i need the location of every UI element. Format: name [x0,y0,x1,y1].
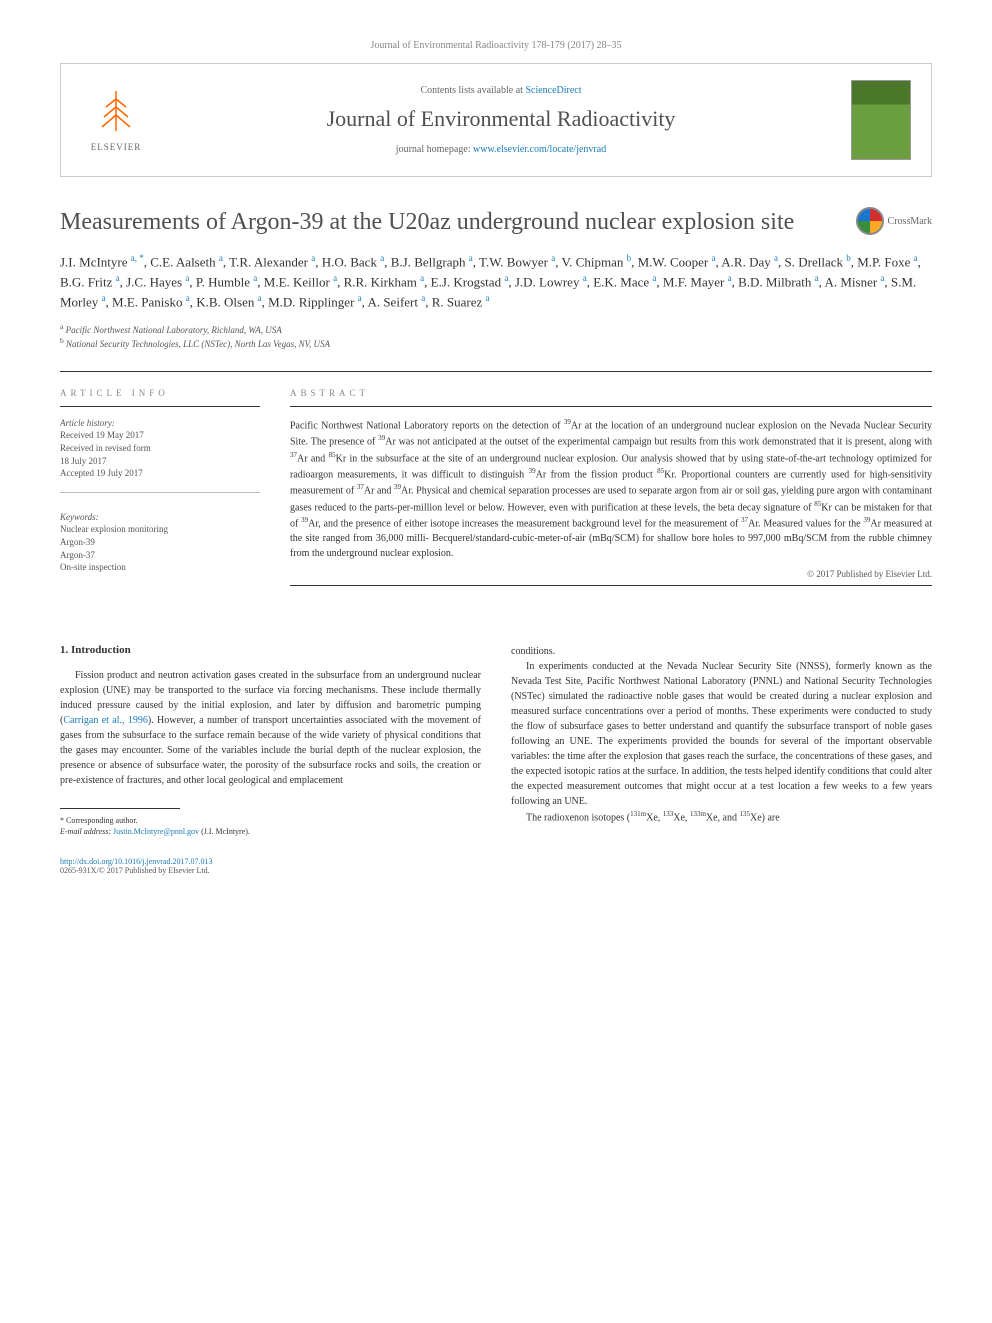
body-columns: 1. Introduction Fission product and neut… [60,644,932,837]
corr-author-line: * Corresponding author. [60,815,481,826]
running-header: Journal of Environmental Radioactivity 1… [60,40,932,51]
body-right-column: conditions. In experiments conducted at … [511,644,932,837]
abstract-label: ABSTRACT [290,388,932,398]
history-label: Article history: [60,418,115,428]
info-abstract-row: ARTICLE INFO Article history: Received 1… [60,388,932,604]
homepage-link[interactable]: www.elsevier.com/locate/jenvrad [473,144,606,155]
affiliations: a Pacific Northwest National Laboratory,… [60,322,932,351]
journal-title: Journal of Environmental Radioactivity [151,106,851,132]
divider [60,406,260,407]
article-info-column: ARTICLE INFO Article history: Received 1… [60,388,260,604]
journal-header-center: Contents lists available at ScienceDirec… [151,85,851,155]
divider [290,406,932,407]
body-left-column: 1. Introduction Fission product and neut… [60,644,481,837]
journal-header-box: ELSEVIER Contents lists available at Sci… [60,63,932,177]
keyword: Argon-37 [60,549,260,562]
abstract-column: ABSTRACT Pacific Northwest National Labo… [290,388,932,604]
keyword: On-site inspection [60,561,260,574]
article-info-label: ARTICLE INFO [60,388,260,398]
elsevier-tree-icon [96,89,136,142]
title-row: Measurements of Argon-39 at the U20az un… [60,207,932,238]
elsevier-logo: ELSEVIER [81,80,151,160]
divider [290,585,932,586]
abstract-text: Pacific Northwest National Laboratory re… [290,417,932,561]
crossmark-badge[interactable]: CrossMark [856,207,932,235]
body-paragraph: Fission product and neutron activation g… [60,668,481,788]
email-line: E-mail address: Justin.McIntyre@pnnl.gov… [60,826,481,837]
email-link[interactable]: Justin.McIntyre@pnnl.gov [113,827,199,836]
doi-link[interactable]: http://dx.doi.org/10.1016/j.jenvrad.2017… [60,857,213,866]
article-history: Article history: Received 19 May 2017 Re… [60,417,260,493]
article-title: Measurements of Argon-39 at the U20az un… [60,207,856,238]
section-1-heading: 1. Introduction [60,644,481,656]
abstract-copyright: © 2017 Published by Elsevier Ltd. [290,569,932,579]
revised-date: 18 July 2017 [60,455,260,468]
sciencedirect-link[interactable]: ScienceDirect [525,85,581,96]
crossmark-label: CrossMark [888,216,932,227]
affiliation-a: a Pacific Northwest National Laboratory,… [60,322,932,337]
contents-lists-text: Contents lists available at [420,85,525,96]
homepage-line: journal homepage: www.elsevier.com/locat… [151,144,851,155]
accepted-line: Accepted 19 July 2017 [60,467,260,480]
revised-line: Received in revised form [60,442,260,455]
page-footer: http://dx.doi.org/10.1016/j.jenvrad.2017… [60,857,932,875]
contents-lists-line: Contents lists available at ScienceDirec… [151,85,851,96]
keywords-block: Keywords: Nuclear explosion monitoring A… [60,511,260,586]
keyword: Nuclear explosion monitoring [60,523,260,536]
crossmark-icon [856,207,884,235]
received-line: Received 19 May 2017 [60,429,260,442]
keywords-label: Keywords: [60,512,99,522]
elsevier-label: ELSEVIER [91,142,142,152]
homepage-label: journal homepage: [396,144,473,155]
footnote-divider [60,808,180,809]
affiliation-b: b National Security Technologies, LLC (N… [60,336,932,351]
keyword: Argon-39 [60,536,260,549]
journal-cover-thumbnail [851,80,911,160]
authors-list: J.I. McIntyre a, *, C.E. Aalseth a, T.R.… [60,252,932,311]
issn-line: 0265-931X/© 2017 Published by Elsevier L… [60,866,932,875]
body-paragraph: conditions. In experiments conducted at … [511,644,932,825]
corresponding-author-footnote: * Corresponding author. E-mail address: … [60,815,481,837]
divider [60,371,932,372]
